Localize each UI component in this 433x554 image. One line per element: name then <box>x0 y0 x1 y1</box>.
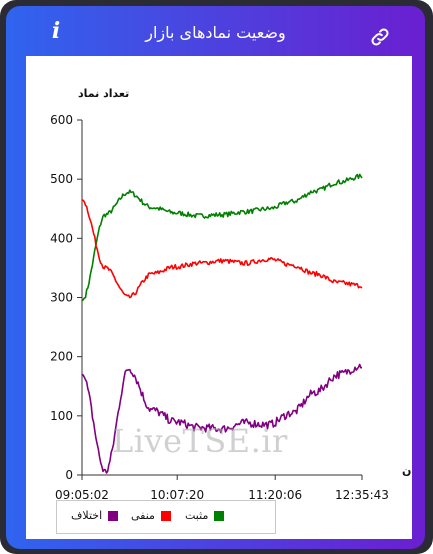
legend-item-negative[interactable]: منفی <box>131 509 171 525</box>
legend-swatch-negative <box>160 511 171 521</box>
legend-label-negative: منفی <box>131 509 155 522</box>
link-icon[interactable] <box>369 26 391 48</box>
x-tick-label: 09:05:02 <box>55 488 109 502</box>
legend-item-difference[interactable]: اختلاف <box>71 509 119 525</box>
legend-label-difference: اختلاف <box>71 509 103 522</box>
market-status-chart: 0 100 200 300 400 500 600 09:05:02 10:07:20 11:20… <box>50 87 412 502</box>
y-tick-label: 300 <box>50 291 73 305</box>
legend-swatch-difference <box>108 511 119 521</box>
positive-series-line <box>81 173 363 302</box>
y-axis-label: تعداد نماد <box>78 87 129 100</box>
card-title: وضعیت نمادهای بازار <box>145 23 286 42</box>
y-tick-label: 400 <box>50 231 73 245</box>
legend-item-positive[interactable]: مثبت <box>185 509 225 525</box>
y-tick-label: 100 <box>50 409 73 423</box>
y-tick-label: 200 <box>50 350 73 364</box>
x-axis-label: زمان <box>402 464 412 477</box>
legend-label-positive: مثبت <box>185 509 209 522</box>
info-icon[interactable]: i <box>51 18 61 44</box>
difference-series-line <box>81 363 362 474</box>
y-tick-label: 600 <box>50 113 73 127</box>
legend-swatch-positive <box>214 511 225 521</box>
negative-series-line <box>81 199 363 299</box>
chart-legend: مثبت منفی اختلاف <box>56 500 276 534</box>
y-tick-label: 500 <box>50 172 73 186</box>
x-tick-label: 10:07:20 <box>150 488 204 502</box>
chart-panel: 0 100 200 300 400 500 600 09:05:02 10:07:20 11:20… <box>26 56 412 539</box>
card-header: i وضعیت نمادهای بازار <box>6 6 425 56</box>
market-status-card: i وضعیت نمادهای بازار 0 100 200 300 400 500 60… <box>6 6 425 549</box>
x-tick-label: 11:20:06 <box>248 488 302 502</box>
x-tick-label: 12:35:43 <box>335 488 389 502</box>
watermark: LiveTSE.ir <box>112 422 288 460</box>
y-tick-label: 0 <box>65 468 73 482</box>
